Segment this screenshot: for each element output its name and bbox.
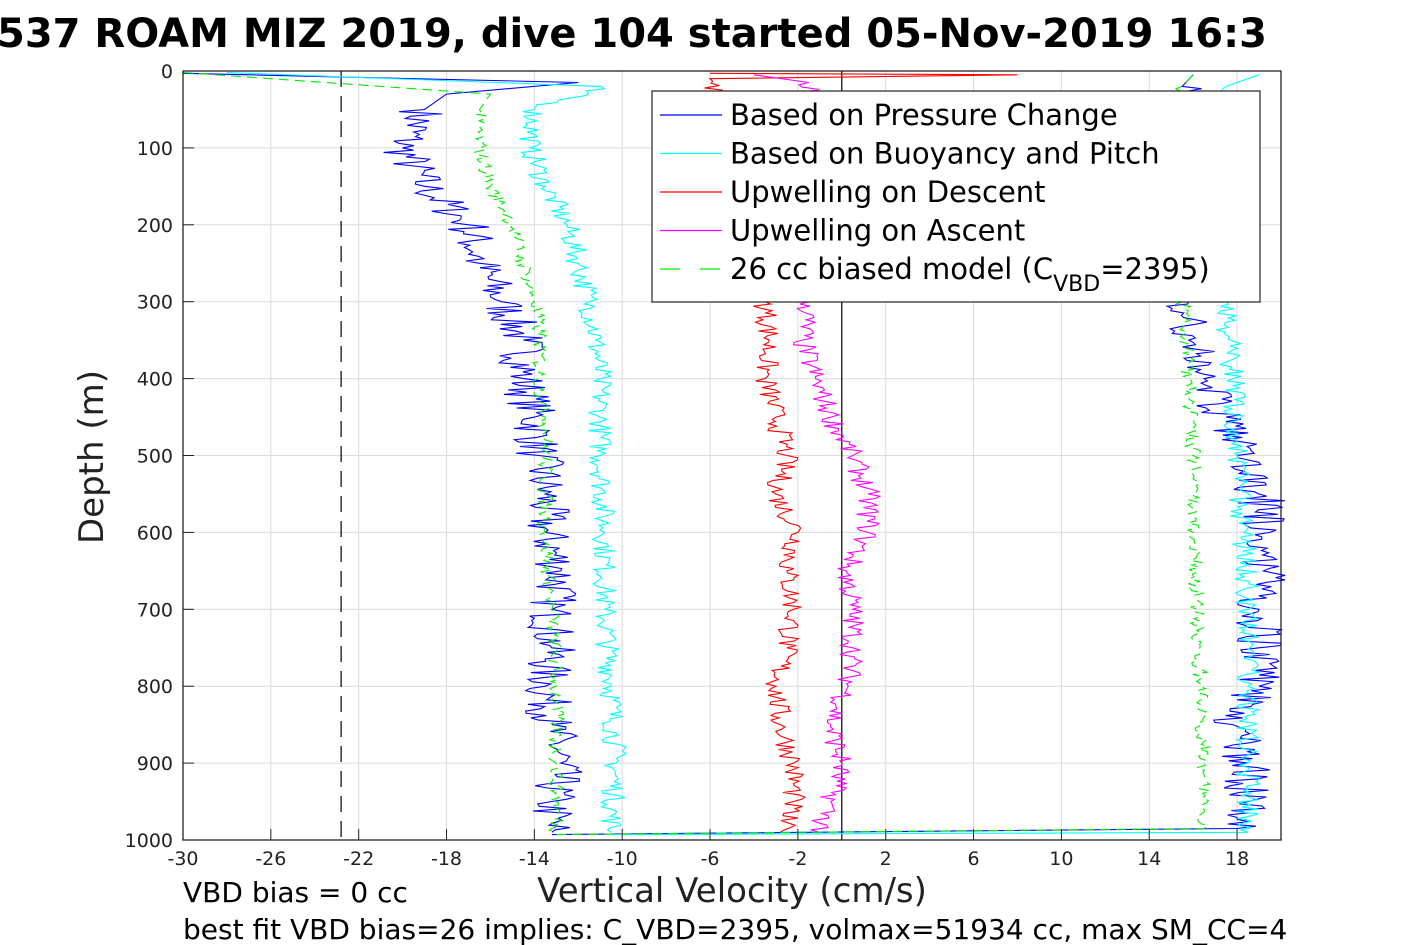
y-tick-label: 500: [137, 446, 173, 468]
series-line: [226, 71, 627, 833]
x-tick-label: 6: [968, 848, 980, 870]
x-tick-label: -6: [701, 848, 720, 870]
x-tick-label: -14: [519, 848, 550, 870]
series-line: [182, 71, 566, 833]
vbd-bias-note: VBD bias = 0 cc: [183, 876, 408, 909]
y-tick-label: 1000: [125, 830, 173, 852]
y-tick-label: 100: [137, 138, 173, 160]
legend: Based on Pressure Change Based on Buoyanc…: [651, 90, 1261, 303]
x-tick-label: -30: [167, 848, 198, 870]
legend-label: 26 cc biased model (CVBD=2395): [730, 252, 1210, 297]
y-tick-label: 800: [137, 676, 173, 698]
y-axis-label: Depth (m): [72, 370, 112, 544]
y-ticks: 0 100 200 300 400 500 600 700 800 900 1000: [125, 61, 194, 852]
x-tick-label: 2: [880, 848, 892, 870]
legend-label-end: =2395): [1100, 252, 1209, 286]
x-tick-label: -22: [343, 848, 374, 870]
legend-label-sub: VBD: [1053, 272, 1100, 297]
legend-label: Upwelling on Descent: [730, 175, 1046, 209]
x-tick-label: -26: [255, 848, 286, 870]
best-fit-note: best fit VBD bias=26 implies: C_VBD=2395…: [183, 913, 1287, 945]
x-tick-label: 18: [1225, 848, 1249, 870]
y-tick-label: 600: [137, 522, 173, 544]
x-tick-label: -2: [788, 848, 807, 870]
series-line: [182, 72, 583, 833]
legend-label: Upwelling on Ascent: [730, 214, 1025, 248]
x-ticks: -30 -26 -22 -18 -14 -10 -6 -2 2 6 10 14 18: [167, 829, 1249, 870]
x-tick-label: -18: [431, 848, 462, 870]
y-tick-label: 0: [161, 61, 173, 83]
legend-label: Based on Buoyancy and Pitch: [730, 137, 1160, 171]
x-tick-label: -10: [607, 848, 638, 870]
x-tick-label: 10: [1049, 848, 1073, 870]
x-axis-label: Vertical Velocity (cm/s): [537, 871, 927, 911]
y-tick-label: 300: [137, 292, 173, 314]
y-tick-label: 700: [137, 599, 173, 621]
legend-label-main: 26 cc biased model (C: [730, 252, 1053, 286]
legend-label: Based on Pressure Change: [730, 98, 1118, 132]
y-tick-label: 200: [137, 215, 173, 237]
y-tick-label: 400: [137, 369, 173, 391]
x-tick-label: 14: [1137, 848, 1161, 870]
chart-title: 537 ROAM MIZ 2019, dive 104 started 05-N…: [0, 11, 1267, 57]
legend-box: [651, 90, 1261, 303]
y-tick-label: 900: [137, 753, 173, 775]
